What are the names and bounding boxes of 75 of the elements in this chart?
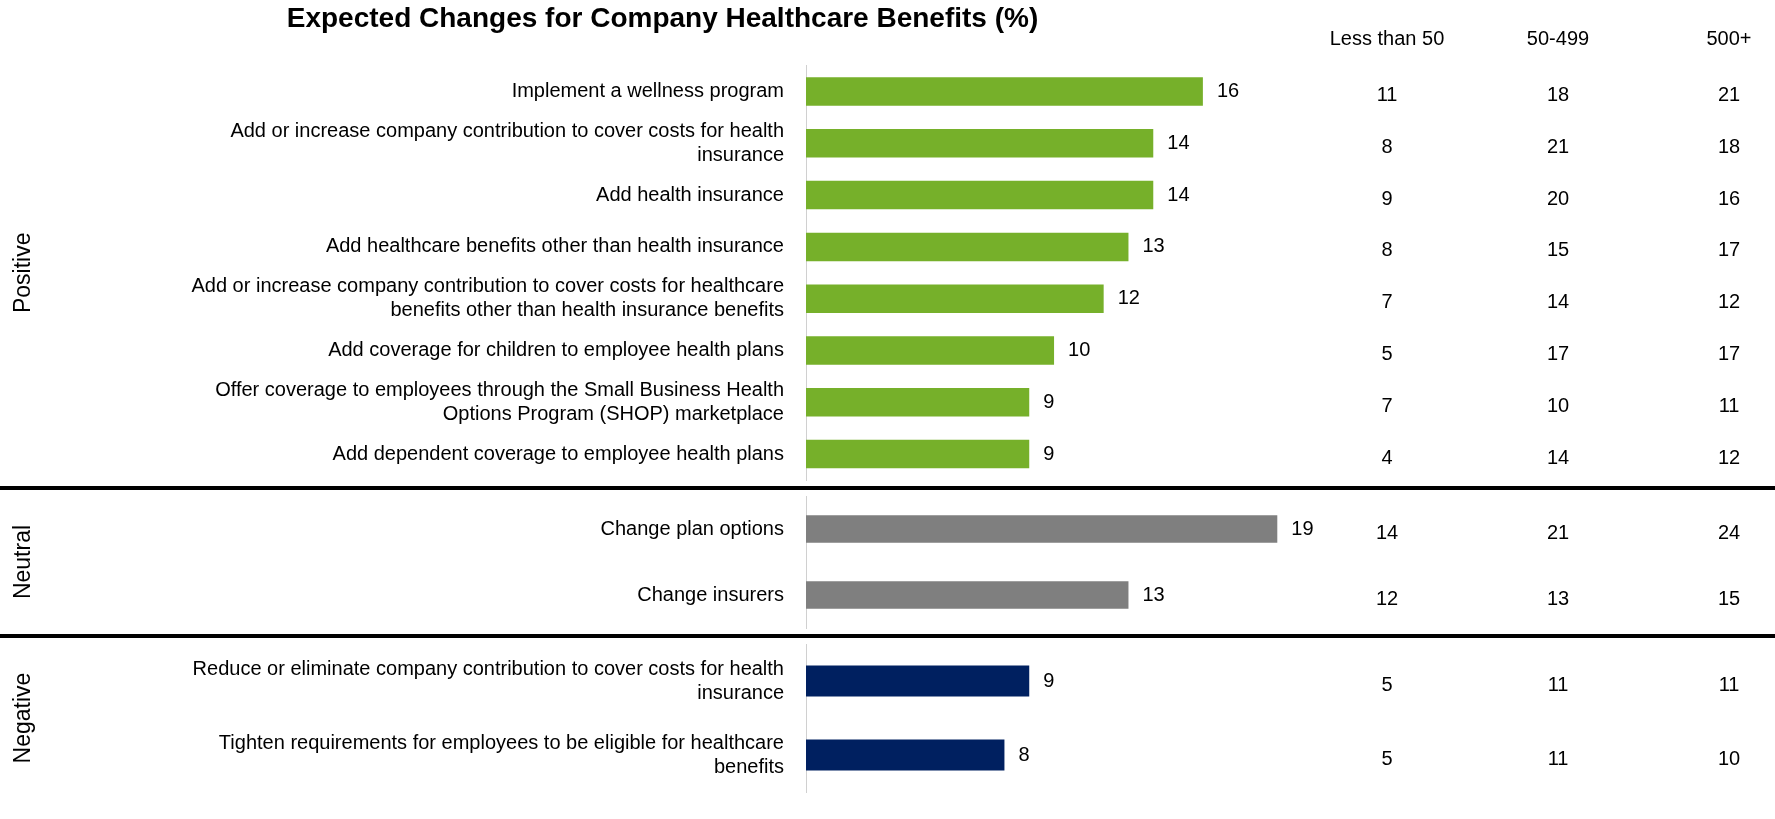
y-axis-title: Neutral bbox=[9, 524, 36, 600]
y-tick-label: Add healthcare benefits other than health insurance bbox=[325, 234, 784, 257]
chart-title: Expected Changes for Company Healthcare Benefits (%) bbox=[286, 1, 1039, 33]
data-label: 9 bbox=[1043, 668, 1055, 691]
y-axis-title: Positive bbox=[9, 232, 36, 314]
text: 17 bbox=[1717, 342, 1741, 365]
text: 11 bbox=[1718, 672, 1740, 695]
data-label: 19 bbox=[1291, 516, 1314, 539]
text: 11 bbox=[1547, 672, 1569, 695]
text: 12 bbox=[1717, 290, 1741, 313]
text: 11 bbox=[1547, 746, 1569, 769]
bar bbox=[806, 232, 1129, 262]
data-label: 9 bbox=[1043, 441, 1055, 464]
data-label: 13 bbox=[1142, 234, 1165, 257]
bar bbox=[806, 439, 1030, 469]
y-tick-label: Reduce or eliminate company contribution to cover costs for health insurance bbox=[192, 656, 784, 703]
bar bbox=[806, 284, 1104, 313]
data-label: 9 bbox=[1043, 389, 1055, 412]
text: 21 bbox=[1546, 134, 1570, 157]
text: 15 bbox=[1717, 586, 1741, 609]
text: 7 bbox=[1381, 290, 1393, 313]
y-tick-label: Add coverage for children to employee health plans bbox=[328, 338, 784, 361]
data-label: 14 bbox=[1167, 130, 1190, 153]
text: 18 bbox=[1717, 134, 1741, 157]
text: 5 bbox=[1381, 342, 1393, 365]
text: 5 bbox=[1381, 746, 1393, 769]
text: 17 bbox=[1717, 238, 1741, 261]
text: 50-499 bbox=[1526, 27, 1590, 50]
data-label: 12 bbox=[1117, 286, 1140, 309]
text: 20 bbox=[1546, 186, 1570, 209]
y-tick-label: Offer coverage to employees through the Small Business Health Options Program (SHOP) marketplace bbox=[215, 377, 784, 424]
text: 18 bbox=[1546, 83, 1570, 106]
y-tick-label: Add dependent coverage to employee health plans bbox=[332, 441, 784, 464]
y-tick-label: Change insurers bbox=[637, 582, 784, 605]
data-label: 16 bbox=[1216, 79, 1240, 102]
text: 21 bbox=[1546, 520, 1570, 543]
bar bbox=[806, 180, 1154, 210]
bar bbox=[806, 129, 1154, 158]
bar bbox=[806, 336, 1055, 365]
text: 13 bbox=[1546, 586, 1570, 609]
bar bbox=[806, 77, 1203, 106]
text: 4 bbox=[1381, 445, 1393, 468]
y-tick-label: Add or increase company contribution to cover costs for health insurance bbox=[230, 118, 784, 165]
y-tick-label: Add health insurance bbox=[596, 182, 784, 205]
text: 11 bbox=[1376, 83, 1398, 106]
text: 16 bbox=[1717, 186, 1741, 209]
text: 14 bbox=[1546, 290, 1570, 313]
text: 11 bbox=[1718, 393, 1740, 416]
text: 10 bbox=[1546, 393, 1570, 416]
data-label: 13 bbox=[1142, 582, 1165, 605]
text: 500+ bbox=[1706, 27, 1752, 50]
text: 14 bbox=[1546, 445, 1570, 468]
text: 12 bbox=[1717, 445, 1741, 468]
y-tick-label: Tighten requirements for employees to be eligible for healthcare benefits bbox=[218, 730, 784, 777]
bar bbox=[806, 388, 1030, 417]
y-axis-title: Negative bbox=[9, 672, 36, 764]
y-tick-label: Change plan options bbox=[600, 516, 784, 539]
text: 17 bbox=[1546, 342, 1570, 365]
text: 14 bbox=[1375, 520, 1399, 543]
text: 15 bbox=[1546, 238, 1570, 261]
data-label: 14 bbox=[1167, 182, 1190, 205]
data-label: 8 bbox=[1018, 742, 1030, 765]
text: 8 bbox=[1381, 238, 1393, 261]
text: 21 bbox=[1717, 83, 1741, 106]
text: 24 bbox=[1717, 520, 1741, 543]
text: 8 bbox=[1381, 134, 1393, 157]
data-label: 10 bbox=[1068, 338, 1091, 361]
text: Less than 50 bbox=[1329, 27, 1445, 50]
y-tick-label: Implement a wellness program bbox=[511, 79, 784, 102]
text: 5 bbox=[1381, 672, 1393, 695]
text: 10 bbox=[1717, 746, 1741, 769]
text: 7 bbox=[1381, 393, 1393, 416]
text: 12 bbox=[1375, 586, 1399, 609]
text: 9 bbox=[1381, 186, 1393, 209]
y-tick-label: Add or increase company contribution to cover costs for healthcare benefits other than health insurance benefits bbox=[191, 274, 784, 321]
